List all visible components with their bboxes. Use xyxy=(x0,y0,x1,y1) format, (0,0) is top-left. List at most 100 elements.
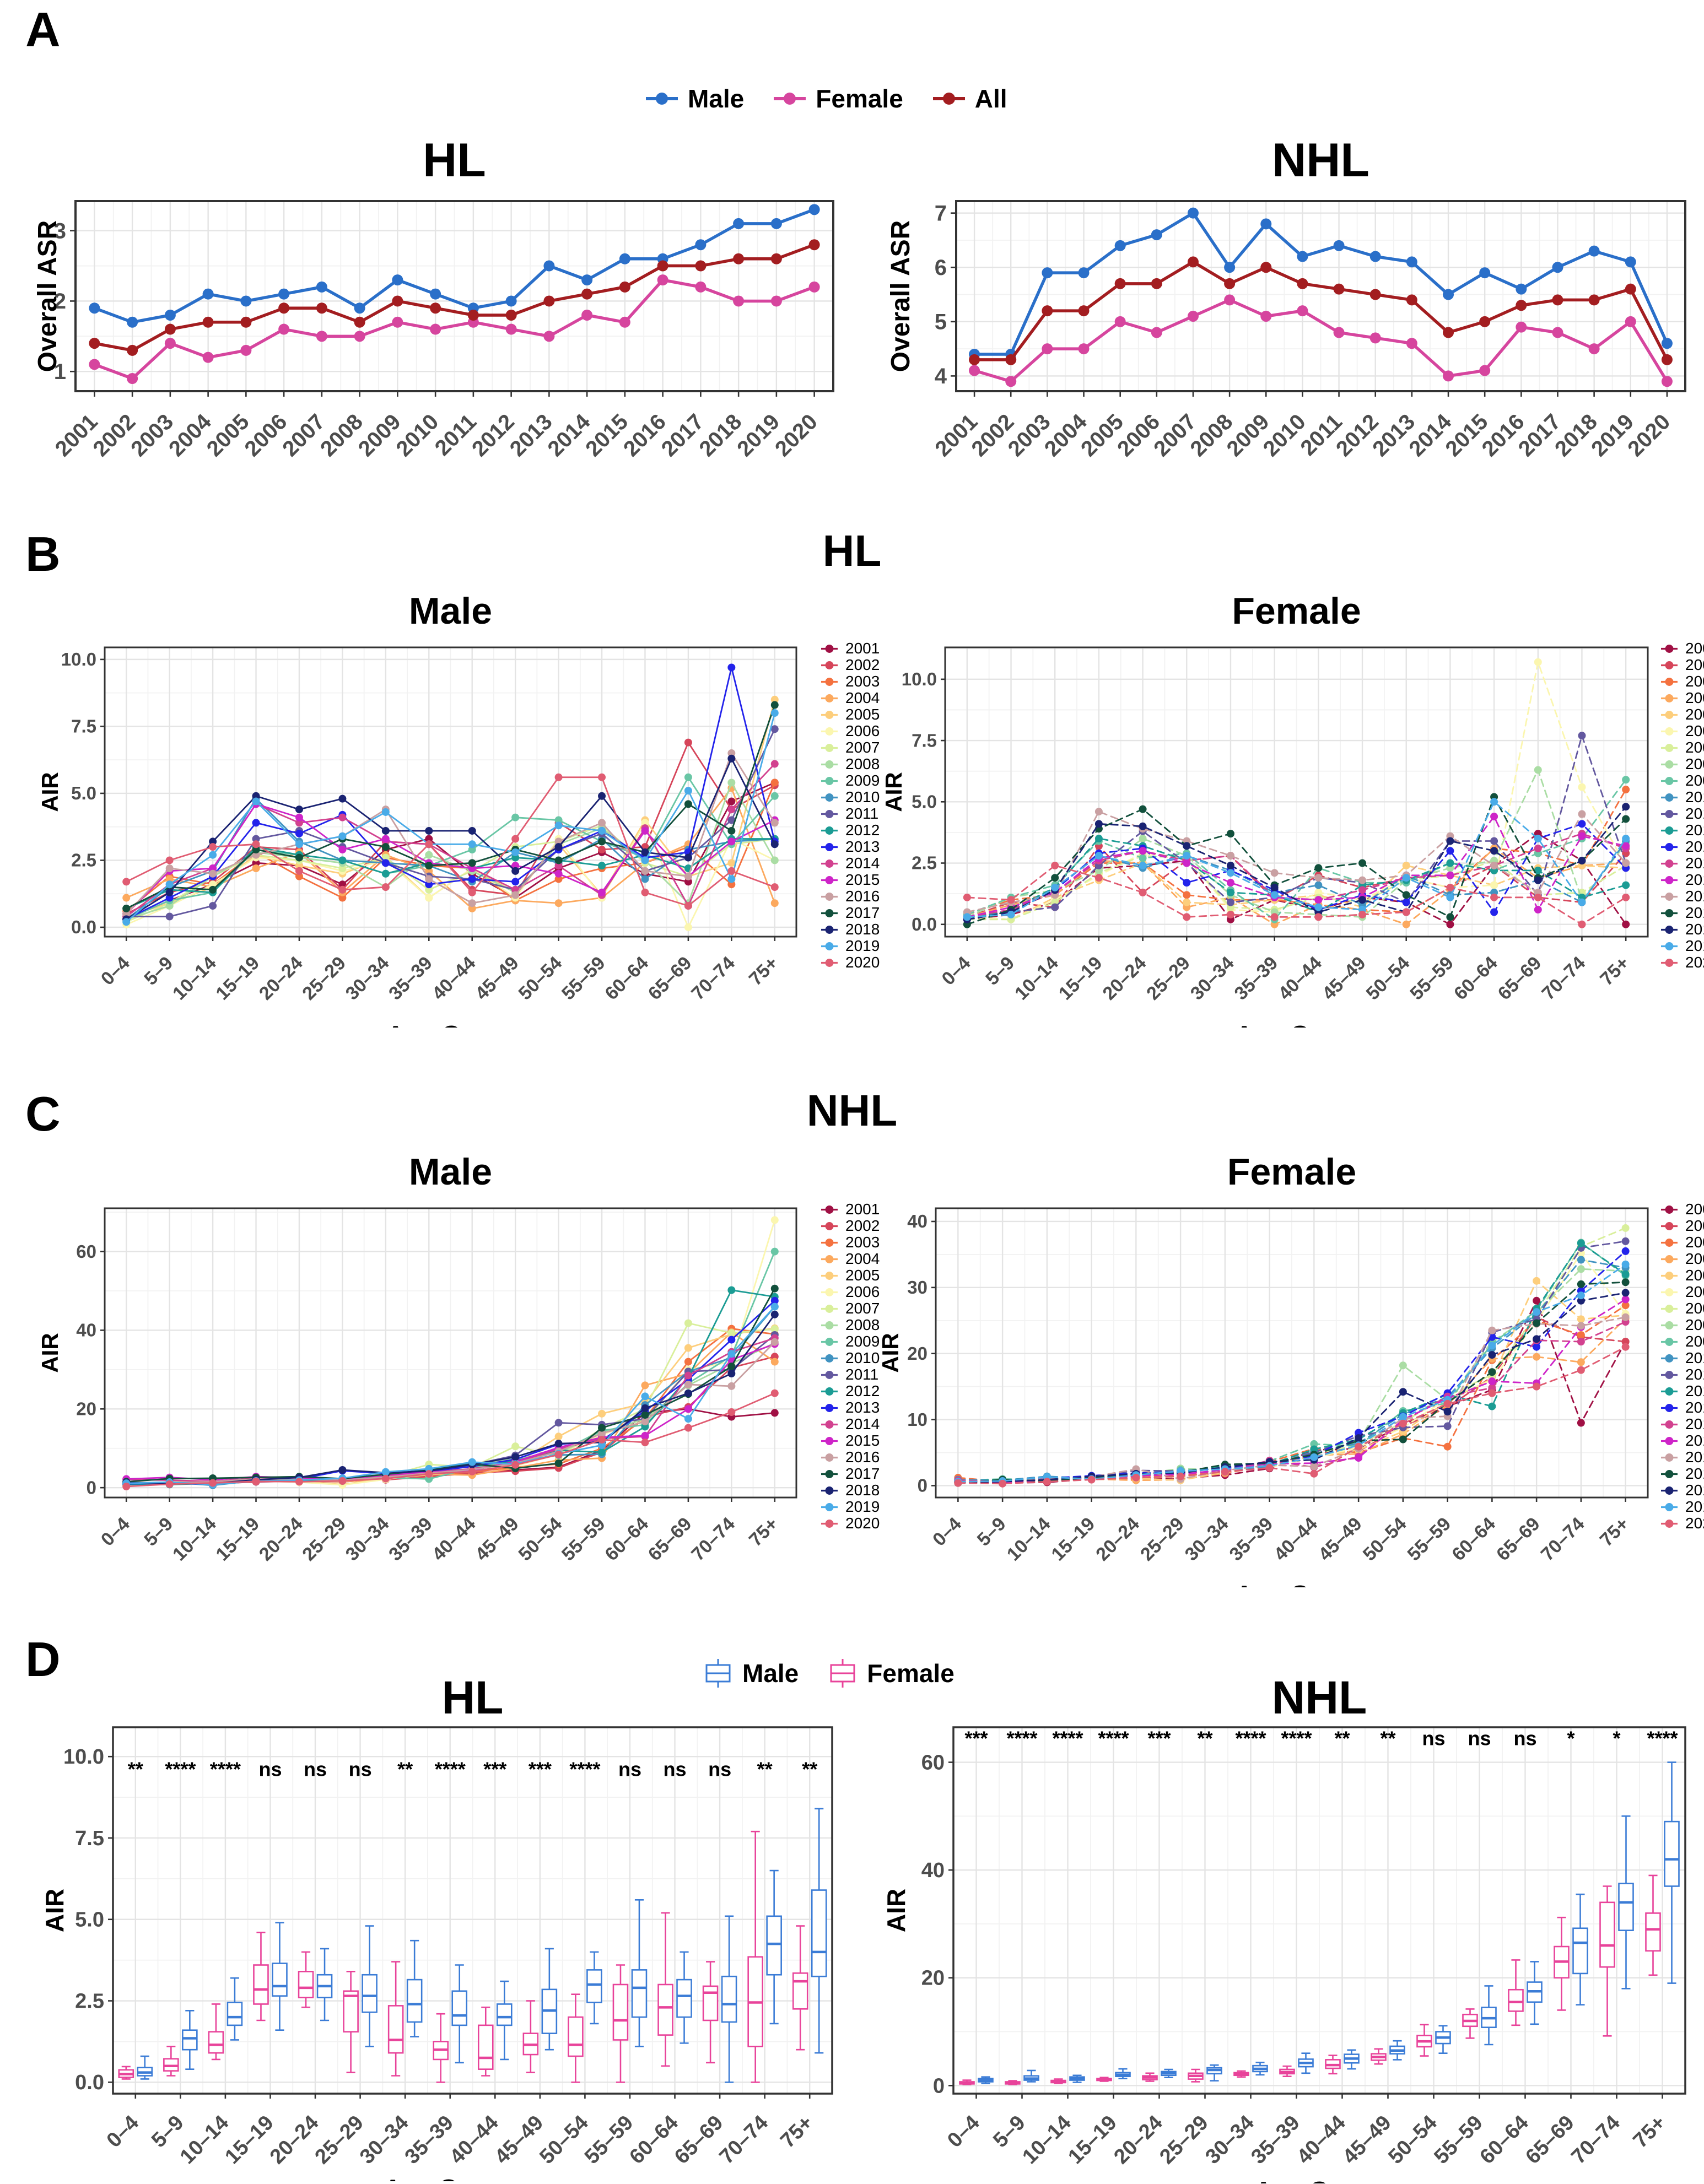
year-legend-item-2001: 2001 xyxy=(1660,1201,1704,1218)
legend-label: 2012 xyxy=(845,821,880,839)
legend-label: 2001 xyxy=(1685,1201,1704,1218)
x-tick-label: 5–9 xyxy=(973,1513,1010,1550)
x-tick-label: 45–49 xyxy=(490,2111,548,2169)
year-legend-item-2013: 2013 xyxy=(820,1399,880,1416)
line-point-icon xyxy=(1661,776,1678,785)
y-tick-label: 5.0 xyxy=(912,792,937,812)
plot-border xyxy=(952,1726,1686,2095)
year-legend-item-2012: 2012 xyxy=(1660,1382,1704,1399)
line-point-icon xyxy=(821,1370,838,1379)
year-legend-c-female: 2001200220032004200520062007200820092010… xyxy=(1660,1201,1704,1532)
year-legend-item-2017: 2017 xyxy=(1660,1465,1704,1482)
line-point-icon xyxy=(821,1354,838,1363)
x-tick-label: 2020 xyxy=(770,409,822,461)
x-tick-label: 45–49 xyxy=(471,953,523,1004)
year-legend-item-2015: 2015 xyxy=(1660,1432,1704,1449)
panel-a-label: A xyxy=(25,2,61,57)
x-tick-label: 2011 xyxy=(1296,409,1346,460)
year-legend-item-2004: 2004 xyxy=(1660,1250,1704,1267)
legend-label: 2019 xyxy=(1685,937,1704,954)
y-tick-label: 20 xyxy=(921,1967,945,1990)
legend-label: 2004 xyxy=(845,689,880,706)
year-legend-item-2010: 2010 xyxy=(1660,1349,1704,1366)
significance-label: ** xyxy=(1334,1727,1350,1749)
legend-label: 2016 xyxy=(845,888,880,905)
significance-label: **** xyxy=(569,1758,600,1781)
x-tick-label: 75+ xyxy=(1596,953,1633,990)
series-2020 xyxy=(963,861,1630,928)
legend-label: 2012 xyxy=(1685,1382,1704,1399)
plot-border xyxy=(944,646,1649,938)
year-legend-item-2007: 2007 xyxy=(820,739,880,756)
y-tick-label: 40 xyxy=(76,1320,96,1340)
line-point-icon xyxy=(1661,793,1678,802)
year-legend-item-2006: 2006 xyxy=(820,1283,880,1300)
x-tick-label: 2015 xyxy=(1441,409,1493,461)
x-tick-label: 30–34 xyxy=(355,2111,413,2169)
line-point-icon xyxy=(821,842,838,851)
year-legend-item-2012: 2012 xyxy=(820,821,880,839)
significance-label: * xyxy=(1567,1727,1574,1749)
significance-label: ns xyxy=(708,1758,731,1781)
d-hl-x-axis-title-clipped: Age Group xyxy=(361,2174,537,2181)
line-point-icon xyxy=(821,1337,838,1346)
legend-label: 2013 xyxy=(1685,1399,1704,1416)
d-nhl-x-axis-title-clipped: Age Group xyxy=(1232,2176,1408,2183)
panel-b-label: B xyxy=(25,527,61,581)
panel-b-heading: HL xyxy=(822,526,882,575)
year-legend-item-2020: 2020 xyxy=(820,954,880,971)
x-tick-label: 10–14 xyxy=(1011,953,1063,1004)
x-tick-label: 65–69 xyxy=(644,1513,696,1565)
x-tick-label: 2003 xyxy=(1004,409,1055,461)
legend-label: 2014 xyxy=(845,1415,880,1432)
line-point-icon xyxy=(1661,694,1678,702)
x-tick-label: 50–54 xyxy=(515,1513,567,1565)
y-tick-label: 0 xyxy=(933,2074,945,2097)
year-legend-item-2008: 2008 xyxy=(820,755,880,772)
year-legend-item-2009: 2009 xyxy=(1660,1333,1704,1350)
x-tick-label: 2014 xyxy=(543,409,595,462)
x-tick-label: 25–29 xyxy=(298,953,350,1004)
legend-label: 2004 xyxy=(845,1250,880,1267)
y-tick-label: 20 xyxy=(76,1399,96,1419)
x-tick-label: 50–54 xyxy=(535,2111,592,2169)
x-tick-label: 35–39 xyxy=(385,953,436,1004)
chart-b-hl-female-air: 0.0 2.5 5.0 7.5 10.0 0–4 5–9 10–14 15–19 20–24 25–… xyxy=(881,584,1659,1041)
y-tick-label: 0.0 xyxy=(71,917,96,937)
legend-label: 2017 xyxy=(845,904,880,921)
chart-c-nhl-male-air: 0 20 40 60 0–4 5–9 10–14 15–19 20–24 25–29 30–34 35… xyxy=(33,1145,811,1602)
legend-label: 2014 xyxy=(845,855,880,872)
series-2017 xyxy=(122,701,779,912)
legend-label: 2006 xyxy=(1685,722,1704,739)
significance-label: ns xyxy=(1513,1727,1536,1749)
year-legend-item-2011: 2011 xyxy=(820,1366,880,1383)
line-point-icon xyxy=(1661,1205,1678,1214)
line-point-icon xyxy=(821,743,838,752)
y-axis-label: Overall ASR xyxy=(33,220,62,372)
line-point-icon xyxy=(1661,1436,1678,1445)
x-tick-label: 2003 xyxy=(126,409,178,461)
y-tick-label: 30 xyxy=(907,1277,928,1298)
x-tick-label: 40–44 xyxy=(1292,2111,1350,2169)
x-tick-label: 2006 xyxy=(1113,409,1164,461)
legend-label: 2010 xyxy=(1685,1349,1704,1366)
significance-label: ns xyxy=(349,1758,372,1781)
y-tick-label: 2.5 xyxy=(71,850,96,871)
sex-legend-item-male: Male xyxy=(645,84,744,113)
year-legend-b-male: 2001 2002 2003 2004 2005 2006 2007 2008 2009 2010… xyxy=(820,640,880,971)
year-legend-item-2008: 2008 xyxy=(820,1316,880,1333)
year-legend-item-2020: 2020 xyxy=(1660,954,1704,971)
x-tick-label: 2009 xyxy=(1222,409,1274,461)
x-tick-label: 2008 xyxy=(1185,409,1237,461)
x-tick-label: 25–29 xyxy=(1136,1513,1188,1565)
series-2020 xyxy=(122,1389,779,1490)
line-point-icon xyxy=(1661,1370,1678,1379)
y-tick-label: 60 xyxy=(76,1241,96,1262)
legend-label: 2015 xyxy=(845,871,880,888)
x-tick-label: 5–9 xyxy=(982,953,1018,990)
year-legend-item-2006: 2006 xyxy=(1660,1283,1704,1300)
year-legend-item-2003: 2003 xyxy=(820,673,880,690)
x-tick-label: 2012 xyxy=(467,409,519,461)
year-legend-item-2007: 2007 xyxy=(820,1300,880,1317)
line-point-icon xyxy=(932,93,965,105)
